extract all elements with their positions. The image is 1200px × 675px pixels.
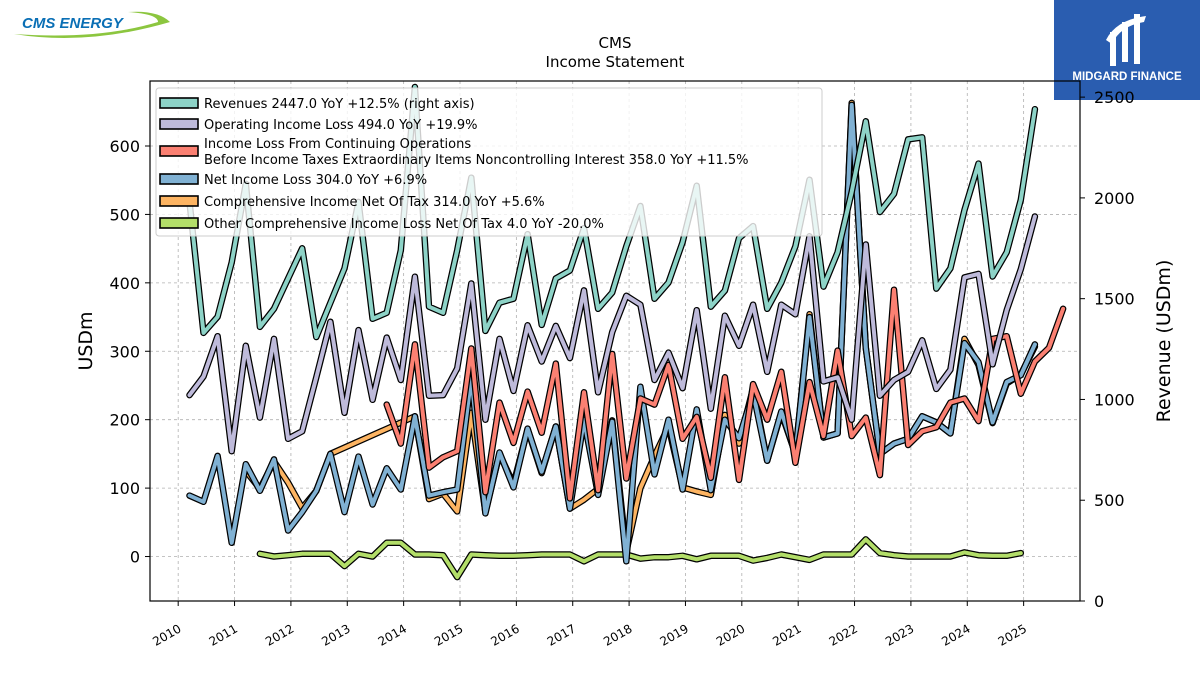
x-tick-label: 2025: [996, 621, 1029, 648]
right-axis: 0 500 1000 1500 2000 2500: [1080, 88, 1135, 611]
series-0-line: [187, 85, 1037, 339]
x-tick-label: 2012: [263, 621, 296, 648]
legend-swatch: [159, 217, 199, 229]
series-2-line: [384, 287, 1066, 501]
y-right-tick-label: 1500: [1094, 290, 1135, 309]
legend-label: Net Income Loss 304.0 YoY +6.9%: [204, 173, 427, 188]
series-1-line: [187, 214, 1037, 454]
midgard-finance-logo: MIDGARD FINANCE: [1054, 0, 1200, 100]
x-tick-label: 2020: [714, 621, 747, 648]
logo-text: MIDGARD FINANCE: [1072, 71, 1182, 83]
legend: Revenues 2447.0 YoY +12.5% (right axis) O…: [155, 87, 823, 237]
y-tick-label: 400: [109, 274, 140, 293]
left-axis: 0 100 200 300 400 500 600: [109, 137, 150, 567]
legend-label: Comprehensive Income Net Of Tax 314.0 Yo…: [204, 195, 545, 210]
series-5-line: [257, 537, 1023, 580]
y-right-tick-label: 0: [1094, 592, 1104, 611]
x-tick-label: 2022: [827, 621, 860, 648]
x-tick-label: 2017: [545, 621, 578, 648]
legend-swatch: [159, 118, 199, 130]
y-right-tick-label: 1000: [1094, 390, 1135, 409]
x-tick-label: 2010: [150, 621, 183, 648]
x-tick-label: 2021: [770, 621, 803, 648]
midgard-emblem-icon: [1106, 14, 1146, 66]
legend-label: Income Loss From Continuing Operations Be…: [204, 137, 749, 168]
y-axis-label: USDm: [75, 311, 97, 370]
y-tick-label: 0: [130, 548, 140, 567]
y-tick-label: 200: [109, 411, 140, 430]
legend-swatch: [159, 173, 199, 185]
y-axis-right-label: Revenue (USDm): [1153, 260, 1175, 423]
logo-text: CMS ENERGY: [22, 15, 125, 32]
y-tick-label: 300: [109, 342, 140, 361]
x-tick-label: 2014: [376, 621, 409, 648]
x-tick-label: 2024: [939, 621, 972, 648]
legend-label: Other Comprehensive Income Loss Net Of T…: [204, 217, 604, 232]
legend-swatch: [159, 145, 199, 157]
legend-swatch: [159, 195, 199, 207]
cms-energy-logo: CMS ENERGY: [8, 4, 173, 44]
logo-swoosh: [14, 11, 170, 38]
chart-title: CMS: [599, 34, 632, 52]
y-right-tick-label: 2000: [1094, 189, 1135, 208]
series-layer: [186, 83, 1067, 581]
y-tick-label: 100: [109, 479, 140, 498]
x-tick-label: 2016: [488, 621, 521, 648]
x-tick-label: 2011: [207, 621, 240, 648]
series-3-line: [187, 102, 1037, 564]
legend-swatch: [159, 97, 199, 109]
chart-subtitle: Income Statement: [546, 53, 685, 71]
plot-frame: [149, 80, 1081, 602]
x-tick-label: 2015: [432, 621, 465, 648]
y-tick-label: 500: [109, 205, 140, 224]
x-tick-label: 2023: [883, 621, 916, 648]
x-axis: 2010 2011 2012 2013 2014 2015 2016 2017 2018 2019…: [150, 601, 1029, 649]
y-right-tick-label: 2500: [1094, 88, 1135, 107]
x-tick-label: 2013: [319, 621, 352, 648]
legend-box: [155, 87, 823, 237]
y-tick-label: 600: [109, 137, 140, 156]
legend-label: Operating Income Loss 494.0 YoY +19.9%: [204, 118, 478, 133]
x-tick-label: 2019: [658, 621, 691, 648]
x-tick-label: 2018: [601, 621, 634, 648]
legend-label: Revenues 2447.0 YoY +12.5% (right axis): [204, 97, 475, 112]
y-right-tick-label: 500: [1094, 491, 1125, 510]
